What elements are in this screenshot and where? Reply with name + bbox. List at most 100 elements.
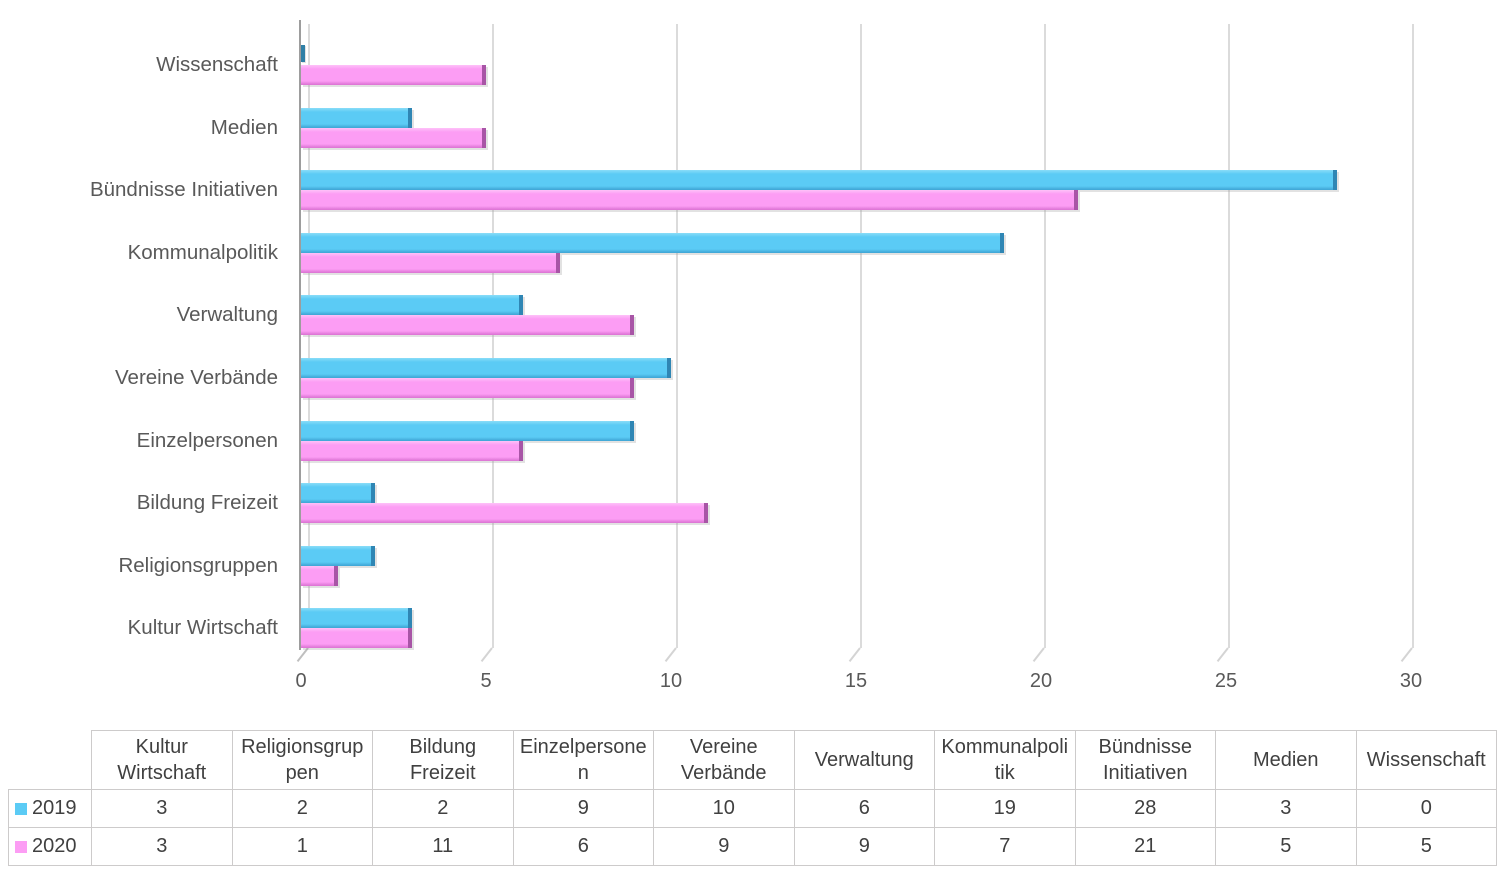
bar-end-cap [667,358,671,378]
value-cell: 6 [793,789,935,828]
bar-end-cap [408,608,412,628]
column-header: Bildung Freizeit [372,730,514,790]
bar-end-cap [408,628,412,648]
bar-2020-Religionsgruppen [301,566,338,586]
bar-2020-Medien [301,128,486,148]
bar-2019-Medien [301,108,412,128]
table-row-2019: 2019 3 2 2 9 10 6 19 28 3 0 [8,789,1497,828]
column-header: Einzelpersonen [512,730,654,790]
bar-end-cap [1074,190,1078,210]
value-cell: 3 [91,827,233,866]
bar-2020-Kultur Wirtschaft [301,628,412,648]
x-axis-tick-label: 0 [295,670,307,692]
gridline-x-30 [1412,24,1414,648]
bar-2019-Bündnisse Initiativen [301,170,1337,190]
value-cell: 3 [1215,789,1357,828]
bar-2019-Wissenschaft [301,45,305,62]
category-label: Bildung Freizeit [136,491,278,515]
bar-2019-Religionsgruppen [301,546,375,566]
gridline-x-20 [1044,24,1046,648]
gridline-foot [480,647,493,663]
value-cell: 28 [1074,789,1216,828]
gridline-x-15 [860,24,862,648]
value-cell: 11 [372,827,514,866]
value-cell: 5 [1215,827,1357,866]
value-cell: 9 [793,827,935,866]
bar-end-cap [1333,170,1337,190]
x-axis-tick-label: 30 [1399,670,1423,692]
gridline-x-5 [492,24,494,648]
bar-2020-Wissenschaft [301,65,486,85]
column-header: Kommunalpolitik [934,730,1076,790]
gridline-foot [1032,647,1045,663]
table-header-row: Kultur Wirtschaft Religionsgruppen Bildung… [9,730,1497,790]
value-cell: 19 [934,789,1076,828]
category-label: Vereine Verbände [115,366,278,389]
value-cell: 2 [372,789,514,828]
x-axis-tick-label: 10 [659,670,683,692]
bar-end-cap [371,483,375,503]
x-axis-tick-label: 5 [480,670,492,692]
column-header: Verwaltung [793,730,935,790]
legend-swatch-icon [15,803,27,815]
bar-end-cap [482,65,486,85]
category-label: Kultur Wirtschaft [127,616,278,640]
bar-2020-Verwaltung [301,315,634,335]
column-header: Kultur Wirtschaft [91,730,233,790]
gridline-x-0 [308,24,310,648]
gridline-x-25 [1228,24,1230,648]
value-cell: 7 [934,827,1076,866]
bar-2019-Kommunalpolitik [301,233,1004,253]
bar-end-cap [334,566,338,586]
bar-2019-Einzelpersonen [301,421,634,441]
gridline-foot [1400,647,1413,663]
value-cell: 5 [1355,827,1497,866]
x-axis-tick-label: 15 [844,670,868,692]
bar-end-cap [556,253,560,273]
category-label: Bündnisse Initiativen [89,178,278,202]
column-header: Wissenschaft [1355,730,1497,790]
value-cell: 9 [512,789,654,828]
category-label: Verwaltung [176,303,278,327]
bar-end-cap [630,378,634,398]
bar-end-cap [519,441,523,461]
value-cell: 2 [231,789,373,828]
gridline-x-10 [676,24,678,648]
column-header: Vereine Verbände [653,730,795,790]
bar-2020-Kommunalpolitik [301,253,560,273]
bar-2020-Bildung Freizeit [301,503,708,523]
category-label: Wissenschaft [156,53,278,76]
bar-end-cap [1000,233,1004,253]
series-label: 2020 [32,835,77,857]
bar-2020-Einzelpersonen [301,441,523,461]
value-cell: 9 [653,827,795,866]
category-axis-line [299,20,301,650]
x-axis-tick-label: 20 [1029,670,1053,692]
chart-data-table: Kultur Wirtschaft Religionsgruppen Bildung… [8,730,1497,866]
bar-end-cap [630,315,634,335]
bar-end-cap [482,128,486,148]
gridline-foot [664,647,677,663]
gridline-foot [1216,647,1229,663]
category-label: Einzelpersonen [136,428,278,452]
legend-cell-2019: 2019 [8,789,92,828]
column-header: Medien [1215,730,1357,790]
value-cell: 1 [231,827,373,866]
value-cell: 6 [512,827,654,866]
value-cell: 0 [1355,789,1497,828]
table-corner-cell [9,731,92,790]
bar-2020-Bündnisse Initiativen [301,190,1078,210]
gridline-foot [848,647,861,663]
column-header: Bündnisse Initiativen [1074,730,1216,790]
bar-2019-Verwaltung [301,295,523,315]
column-header: Religionsgruppen [231,730,373,790]
bar-2019-Kultur Wirtschaft [301,608,412,628]
category-label: Medien [210,115,278,139]
bar-2019-Bildung Freizeit [301,483,375,503]
x-axis-tick-label: 25 [1214,670,1238,692]
value-cell: 10 [653,789,795,828]
value-cell: 21 [1074,827,1216,866]
bar-end-cap [704,503,708,523]
bar-end-cap [630,421,634,441]
bar-end-cap [408,108,412,128]
